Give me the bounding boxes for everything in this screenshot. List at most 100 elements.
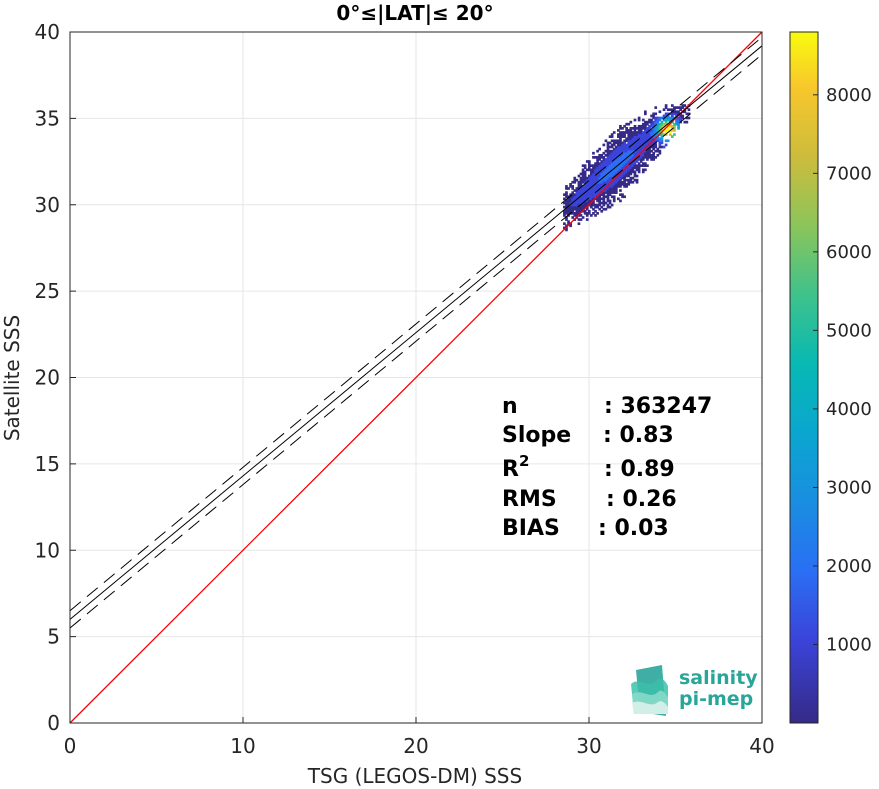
density-cell bbox=[641, 118, 645, 122]
density-cell bbox=[575, 178, 579, 182]
density-cell bbox=[668, 124, 672, 128]
density-cell bbox=[614, 178, 618, 182]
density-cell bbox=[612, 156, 616, 159]
density-cell bbox=[602, 156, 606, 159]
density-cell bbox=[610, 182, 614, 186]
density-cell bbox=[656, 137, 660, 141]
density-cell bbox=[579, 218, 583, 221]
density-cell bbox=[662, 122, 666, 126]
density-cell bbox=[658, 149, 662, 153]
density-cell bbox=[664, 122, 668, 126]
density-cell bbox=[569, 195, 572, 199]
density-cell bbox=[577, 207, 581, 211]
density-cell bbox=[581, 168, 585, 172]
density-cell bbox=[646, 127, 649, 130]
density-cell bbox=[668, 133, 672, 136]
density-cell bbox=[569, 197, 572, 201]
density-cell bbox=[635, 141, 639, 145]
density-cell bbox=[608, 162, 612, 165]
density-cell bbox=[590, 189, 593, 192]
y-tick-label: 5 bbox=[47, 625, 60, 649]
density-cell bbox=[648, 127, 651, 130]
density-cell bbox=[563, 205, 566, 209]
density-cell bbox=[598, 168, 602, 172]
density-cell bbox=[606, 189, 610, 192]
density-cell bbox=[612, 182, 616, 186]
density-cell bbox=[612, 199, 616, 203]
density-cell bbox=[629, 180, 633, 184]
density-cell bbox=[658, 139, 662, 143]
density-cell bbox=[623, 143, 626, 147]
density-cell bbox=[587, 180, 591, 184]
density-cell bbox=[627, 166, 631, 170]
density-cell bbox=[641, 164, 645, 167]
density-cell bbox=[621, 166, 624, 170]
density-cell bbox=[596, 156, 599, 159]
density-cell bbox=[633, 170, 637, 174]
density-cell bbox=[668, 131, 672, 134]
density-cell bbox=[573, 214, 577, 217]
density-cell bbox=[606, 143, 610, 147]
density-cell bbox=[571, 191, 575, 194]
density-cell bbox=[631, 147, 635, 151]
density-cell bbox=[639, 141, 643, 145]
density-cell bbox=[652, 158, 655, 161]
density-cell bbox=[612, 162, 616, 165]
density-cell bbox=[619, 131, 622, 134]
density-cell bbox=[629, 168, 633, 172]
density-cell bbox=[637, 141, 641, 145]
density-cell bbox=[635, 168, 639, 172]
density-cell bbox=[596, 149, 599, 153]
y-tick-label: 20 bbox=[35, 366, 60, 390]
density-cell bbox=[637, 151, 641, 155]
density-cell bbox=[625, 160, 629, 163]
density-cell bbox=[652, 129, 655, 132]
density-cell bbox=[585, 214, 589, 217]
x-tick-label: 20 bbox=[403, 734, 428, 758]
density-cell bbox=[569, 199, 572, 203]
density-cell bbox=[585, 182, 589, 186]
density-cell bbox=[625, 122, 629, 126]
density-cell bbox=[683, 110, 687, 114]
density-cell bbox=[687, 112, 691, 116]
density-cell bbox=[590, 168, 593, 172]
density-cell bbox=[579, 207, 583, 211]
density-cell bbox=[579, 201, 583, 205]
density-cell bbox=[602, 168, 606, 172]
density-cell bbox=[614, 147, 618, 151]
density-cell bbox=[612, 185, 616, 188]
density-cell bbox=[633, 131, 637, 134]
density-cell bbox=[596, 178, 599, 182]
density-cell bbox=[579, 199, 583, 203]
density-cell bbox=[656, 116, 660, 120]
density-cell bbox=[579, 182, 583, 186]
density-cell bbox=[652, 141, 655, 145]
density-cell bbox=[631, 137, 635, 141]
density-cell bbox=[631, 164, 635, 167]
density-cell bbox=[635, 153, 639, 157]
density-cell bbox=[569, 205, 572, 209]
density-cell bbox=[631, 176, 635, 180]
density-cell bbox=[579, 214, 583, 217]
density-cell bbox=[639, 147, 643, 151]
density-cell bbox=[598, 176, 602, 180]
density-cell bbox=[610, 187, 614, 190]
density-cell bbox=[629, 164, 633, 167]
density-cell bbox=[573, 180, 577, 184]
density-cell bbox=[619, 193, 622, 197]
density-cell bbox=[641, 156, 645, 159]
density-cell bbox=[612, 131, 616, 134]
density-cell bbox=[677, 110, 680, 114]
density-cell bbox=[648, 131, 651, 134]
density-cell bbox=[664, 116, 668, 120]
density-cell bbox=[612, 164, 616, 167]
density-cell bbox=[656, 153, 660, 157]
density-cell bbox=[608, 158, 612, 161]
density-cell bbox=[614, 141, 618, 145]
density-cell bbox=[625, 170, 629, 174]
density-cell bbox=[596, 162, 599, 165]
density-cell bbox=[612, 189, 616, 192]
density-cell bbox=[627, 131, 631, 134]
density-cell bbox=[639, 139, 643, 143]
density-cell bbox=[610, 149, 614, 153]
